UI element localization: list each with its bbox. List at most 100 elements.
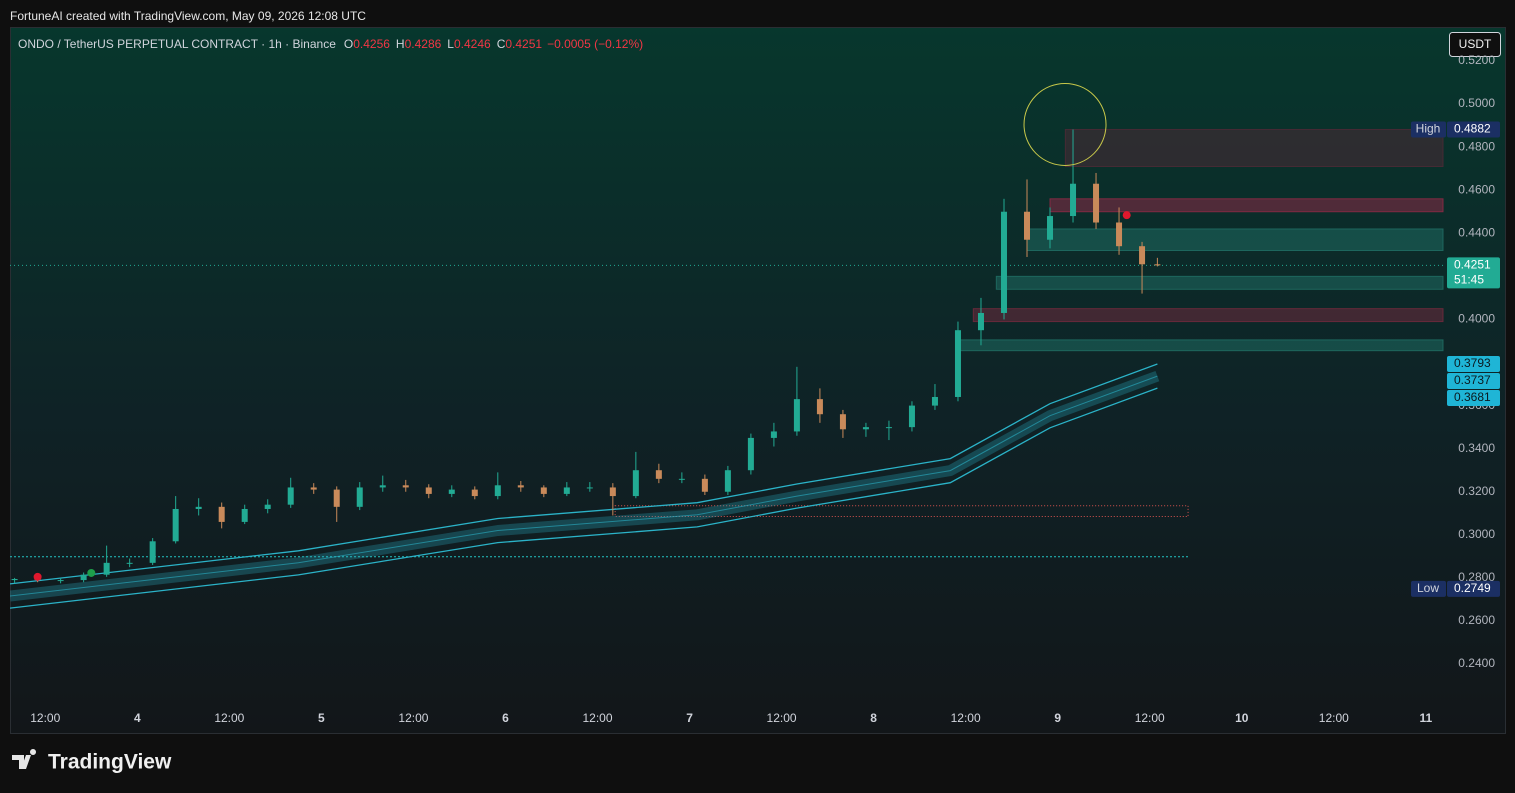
- x-tick-label: 12:00: [398, 711, 428, 725]
- chart-header: ONDO / TetherUS PERPETUAL CONTRACT · 1h …: [18, 37, 643, 51]
- currency-label[interactable]: USDT: [1459, 37, 1492, 51]
- candle-body: [494, 485, 501, 497]
- last-price-text: 0.4251: [1454, 258, 1491, 272]
- candle-body: [563, 487, 570, 494]
- zone: [1064, 128, 1444, 168]
- y-tick-label: 0.5200: [1458, 53, 1495, 67]
- candle-body: [425, 487, 432, 494]
- x-tick-label: 7: [686, 711, 693, 725]
- plot-area: [10, 128, 1445, 609]
- candle-body: [1093, 183, 1100, 223]
- x-tick-label: 6: [502, 711, 509, 725]
- low-label: Low: [1417, 581, 1439, 595]
- band-line: [10, 375, 1158, 597]
- candle-body: [954, 330, 961, 397]
- zone: [957, 339, 1444, 352]
- high-highlight: [1023, 82, 1107, 166]
- candle-body: [862, 427, 869, 430]
- watermark: FortuneAI created with TradingView.com, …: [10, 9, 366, 23]
- high-tag-box: [1447, 121, 1500, 138]
- candle-body: [793, 399, 800, 432]
- candle-body: [517, 485, 524, 488]
- candle-body: [977, 312, 984, 331]
- x-tick-label: 12:00: [1135, 711, 1165, 725]
- x-tick-label: 11: [1419, 711, 1432, 725]
- signal-dot: [33, 572, 42, 581]
- ohlc-value: 0.4286: [405, 37, 442, 51]
- high-tag-text: 0.4882: [1454, 122, 1491, 136]
- candle-body: [770, 431, 777, 438]
- low-label-box: [1411, 580, 1446, 597]
- countdown-text: 51:45: [1454, 273, 1484, 287]
- candle-body: [885, 427, 892, 429]
- ohlc-label: H: [396, 37, 405, 51]
- candle-body: [931, 396, 938, 406]
- symbol-title: ONDO / TetherUS PERPETUAL CONTRACT · 1h …: [18, 37, 336, 51]
- candle-body: [1070, 183, 1077, 217]
- candle-body: [287, 487, 294, 505]
- candle-body: [908, 405, 915, 428]
- high-label: High: [1416, 122, 1441, 136]
- candle-body: [149, 541, 156, 563]
- candle-body: [586, 487, 593, 489]
- y-tick-label: 0.3200: [1458, 484, 1495, 498]
- zone: [1026, 228, 1444, 252]
- currency-button-box[interactable]: [1449, 32, 1501, 57]
- candle-body: [724, 470, 731, 492]
- candle-body: [747, 437, 754, 471]
- candle-body: [126, 562, 133, 564]
- y-tick-label: 0.3400: [1458, 441, 1495, 455]
- candle-body: [655, 470, 662, 479]
- logo-icon: [12, 748, 37, 769]
- ohlc-value: 0.4246: [454, 37, 491, 51]
- candle-body: [379, 485, 386, 488]
- candle-body: [103, 562, 110, 575]
- x-tick-label: 10: [1235, 711, 1249, 725]
- y-tick-label: 0.4400: [1458, 225, 1495, 239]
- x-tick-label: 12:00: [582, 711, 612, 725]
- high-label-box: [1411, 121, 1446, 138]
- y-tick-label: 0.2600: [1458, 613, 1495, 627]
- candle-body: [839, 414, 846, 430]
- zone: [995, 275, 1444, 290]
- candle-body: [816, 399, 823, 415]
- band-tag-box: [1447, 356, 1500, 373]
- candle-body: [609, 487, 616, 497]
- signal-dot: [1122, 211, 1131, 220]
- x-tick-label: 12:00: [951, 711, 981, 725]
- y-tick-label: 0.2400: [1458, 656, 1495, 670]
- y-tick-label: 0.4000: [1458, 312, 1495, 326]
- ohlc-label: C: [497, 37, 506, 51]
- ohlc-value: 0.4256: [353, 37, 390, 51]
- band-tag-text: 0.3793: [1454, 356, 1491, 370]
- ohlc-value: 0.4251: [505, 37, 542, 51]
- candle-body: [678, 478, 685, 480]
- y-tick-label: 0.4800: [1458, 139, 1495, 153]
- candle-body: [1154, 264, 1161, 266]
- low-tag-box: [1447, 580, 1500, 597]
- candle-body: [1024, 211, 1031, 240]
- logo: TradingView: [12, 748, 172, 774]
- candle-body: [80, 574, 87, 581]
- candle-body: [1047, 216, 1054, 240]
- last-price-box: [1447, 257, 1500, 289]
- x-tick-label: 12:00: [30, 711, 60, 725]
- change-value: −0.0005 (−0.12%): [547, 37, 643, 51]
- y-tick-label: 0.4600: [1458, 182, 1495, 196]
- y-tick-label: 0.2800: [1458, 570, 1495, 584]
- candle-body: [356, 487, 363, 507]
- zone: [1049, 198, 1444, 213]
- candle-body: [471, 489, 478, 497]
- candle-body: [264, 504, 271, 509]
- band-tag-box: [1447, 390, 1500, 407]
- x-tick-label: 12:00: [767, 711, 797, 725]
- x-tick-label: 9: [1054, 711, 1061, 725]
- candle-body: [1000, 211, 1007, 313]
- x-tick-label: 5: [318, 711, 325, 725]
- x-tick-label: 12:00: [214, 711, 244, 725]
- band-tag-text: 0.3681: [1454, 390, 1491, 404]
- candle-body: [241, 508, 248, 522]
- currency-button[interactable]: USDT: [1449, 32, 1501, 57]
